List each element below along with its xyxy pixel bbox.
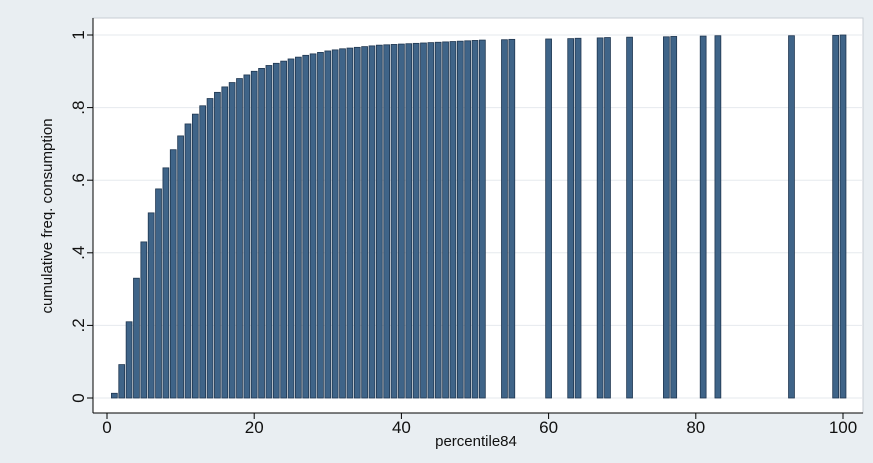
bar (574, 37, 582, 399)
bar (169, 149, 177, 399)
bars (111, 34, 847, 399)
bar (125, 321, 133, 399)
bar (361, 46, 368, 399)
bar (214, 91, 221, 399)
bar (258, 68, 265, 399)
bar (390, 44, 398, 399)
bar (442, 41, 449, 399)
y-axis-title: cumulative freq. consumption (39, 118, 56, 313)
bar (243, 74, 251, 399)
y-tick-label: 1 (69, 30, 88, 39)
bar (398, 43, 405, 399)
bar (471, 40, 479, 399)
bar (449, 41, 457, 399)
bar (155, 188, 162, 399)
bar (133, 277, 140, 399)
bar (670, 36, 678, 399)
bar (368, 45, 376, 399)
x-tick-label: 100 (829, 418, 857, 437)
bar (184, 123, 192, 399)
bar (626, 36, 633, 399)
x-tick-label: 20 (245, 418, 264, 437)
bar (346, 47, 354, 399)
bar (567, 38, 575, 399)
bar (508, 38, 516, 399)
bar (302, 54, 310, 399)
bar (839, 34, 847, 399)
bar (265, 65, 273, 399)
y-tick-label: .6 (69, 173, 88, 187)
bar (206, 98, 214, 399)
bar (111, 392, 118, 399)
bar (714, 35, 722, 399)
bar (199, 105, 207, 399)
bar (191, 113, 199, 399)
bar (118, 364, 126, 399)
bar (383, 44, 391, 399)
bar (464, 40, 471, 399)
bar (272, 62, 280, 399)
bar (250, 70, 258, 399)
bar (375, 44, 383, 399)
bar (405, 43, 413, 399)
x-tick-label: 40 (392, 418, 411, 437)
bar (788, 35, 795, 399)
bar (324, 50, 332, 399)
y-tick-label: .8 (69, 101, 88, 115)
bar (596, 37, 604, 399)
bar (280, 60, 287, 399)
bar (545, 38, 552, 399)
bar (295, 56, 302, 399)
bar (331, 49, 339, 399)
bar (456, 40, 464, 399)
bar (147, 212, 155, 399)
x-tick-label: 60 (539, 418, 558, 437)
bar (699, 35, 707, 399)
y-tick-label: .4 (69, 246, 88, 260)
bar (479, 39, 486, 399)
x-axis-title: percentile84 (435, 433, 517, 450)
bar (434, 41, 442, 399)
bar (663, 36, 670, 399)
bar (236, 78, 243, 399)
bar (353, 46, 361, 399)
bar (427, 42, 435, 399)
bar (604, 37, 611, 399)
bar (228, 82, 236, 399)
bar (309, 53, 317, 399)
bar (221, 86, 229, 399)
bar (177, 135, 184, 399)
x-tick-label: 0 (102, 418, 111, 437)
bar (501, 39, 508, 399)
bar (287, 58, 295, 399)
x-tick-label: 80 (686, 418, 705, 437)
y-tick-label: 0 (69, 393, 88, 402)
bar (832, 34, 839, 399)
bar (339, 48, 346, 399)
y-tick-label: .2 (69, 318, 88, 332)
x-axis-ticks: 0 20 40 60 80 100 (102, 413, 857, 437)
y-axis-ticks: 0 .2 .4 .6 .8 1 (69, 30, 93, 403)
bar (412, 42, 420, 399)
bar (140, 241, 148, 399)
bar (420, 42, 427, 399)
bar (162, 167, 170, 399)
bar (317, 52, 324, 399)
